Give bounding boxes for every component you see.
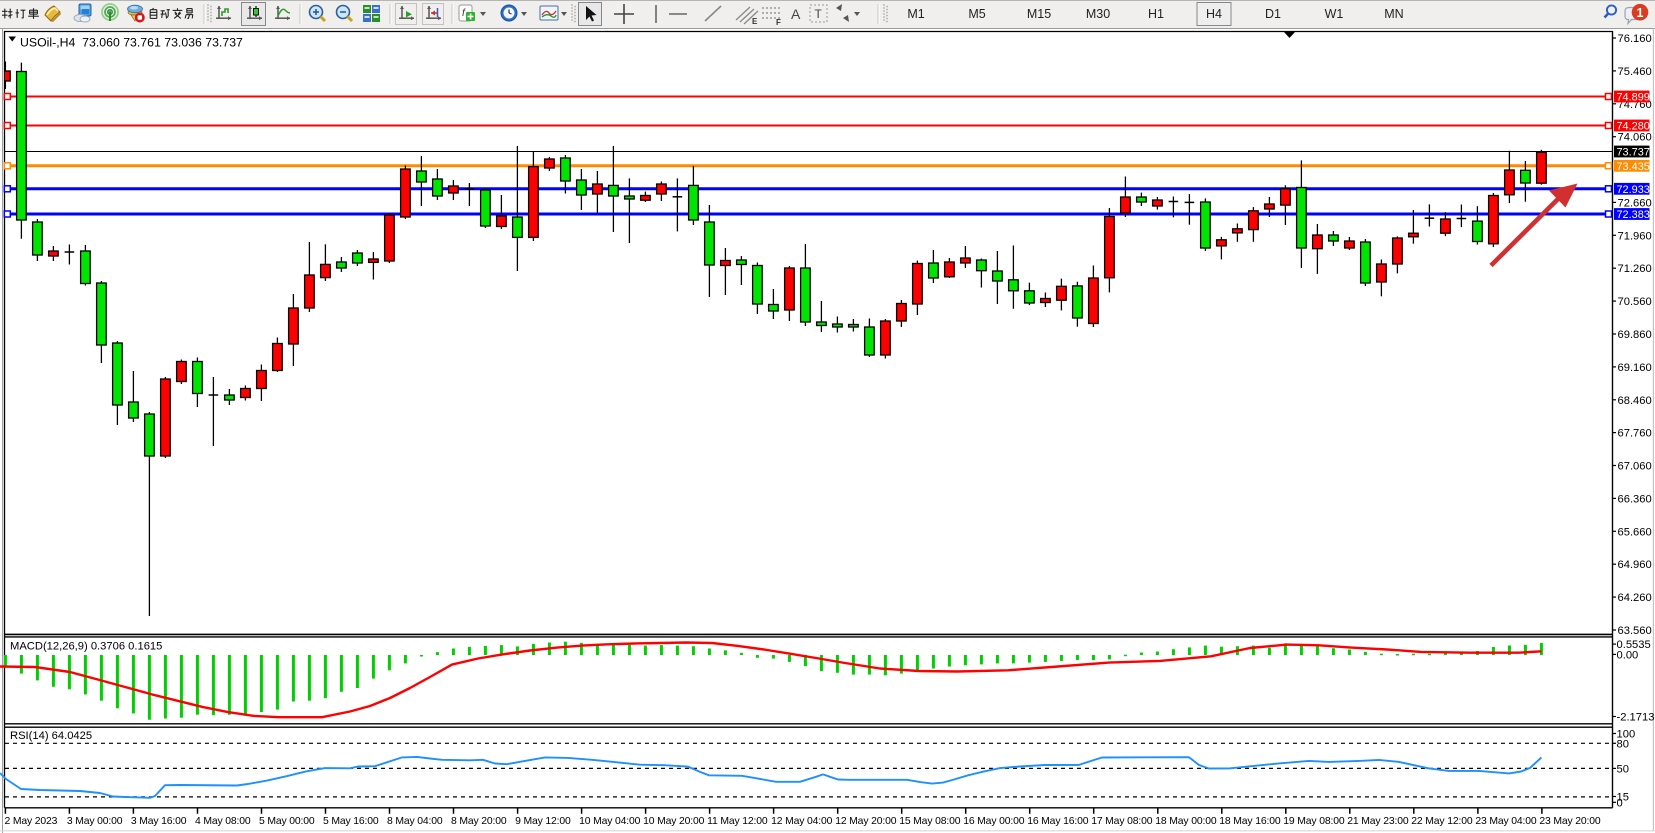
svg-text:f: f	[462, 8, 466, 19]
svg-text:M15: M15	[1027, 7, 1051, 21]
svg-text:M1: M1	[907, 7, 924, 21]
svg-text:64.260: 64.260	[1618, 592, 1652, 604]
svg-text:15: 15	[1617, 792, 1629, 804]
svg-text:5 May 16:00: 5 May 16:00	[323, 816, 379, 827]
svg-text:71.260: 71.260	[1618, 263, 1652, 275]
svg-text:69.160: 69.160	[1618, 362, 1652, 374]
svg-text:8 May 04:00: 8 May 04:00	[387, 816, 443, 827]
svg-text:76.160: 76.160	[1618, 33, 1652, 45]
svg-text:64.960: 64.960	[1618, 559, 1652, 571]
svg-text:73.737: 73.737	[1617, 147, 1650, 159]
svg-text:3 May 00:00: 3 May 00:00	[67, 816, 123, 827]
svg-text:16 May 00:00: 16 May 00:00	[963, 816, 1025, 827]
svg-text:15 May 08:00: 15 May 08:00	[899, 816, 961, 827]
svg-text:100: 100	[1617, 729, 1636, 741]
svg-text:67.760: 67.760	[1618, 428, 1652, 440]
svg-text:68.460: 68.460	[1618, 395, 1652, 407]
svg-text:MACD(12,26,9) 0.3706 0.1615: MACD(12,26,9) 0.3706 0.1615	[10, 641, 162, 653]
svg-text:2 May 2023: 2 May 2023	[5, 816, 58, 827]
svg-text:9 May 12:00: 9 May 12:00	[515, 816, 571, 827]
svg-text:67.060: 67.060	[1618, 461, 1652, 473]
svg-text:70.560: 70.560	[1618, 296, 1652, 308]
svg-text:F: F	[776, 18, 781, 27]
svg-text:USOil-,H4 73.060 73.761 73.03: USOil-,H4 73.060 73.761 73.036 73.737	[20, 36, 243, 50]
svg-text:74.060: 74.060	[1618, 132, 1652, 144]
svg-text:12 May 20:00: 12 May 20:00	[835, 816, 897, 827]
svg-text:5 May 00:00: 5 May 00:00	[259, 816, 315, 827]
svg-text:T: T	[815, 7, 823, 21]
svg-text:72.660: 72.660	[1618, 197, 1652, 209]
svg-text:11 May 12:00: 11 May 12:00	[707, 816, 768, 827]
svg-text:4 May 08:00: 4 May 08:00	[195, 816, 251, 827]
svg-text:73.435: 73.435	[1617, 161, 1650, 173]
svg-text:63.560: 63.560	[1618, 625, 1652, 637]
svg-text:10 May 20:00: 10 May 20:00	[643, 816, 705, 827]
svg-text:MN: MN	[1384, 7, 1403, 21]
svg-text:21 May 23:00: 21 May 23:00	[1347, 816, 1409, 827]
svg-text:12 May 04:00: 12 May 04:00	[771, 816, 833, 827]
svg-text:69.860: 69.860	[1618, 329, 1652, 341]
svg-text:H1: H1	[1148, 7, 1164, 21]
svg-text:17 May 08:00: 17 May 08:00	[1091, 816, 1153, 827]
svg-text:0.00: 0.00	[1617, 649, 1639, 661]
svg-text:72.383: 72.383	[1617, 209, 1650, 221]
svg-text:D1: D1	[1265, 7, 1281, 21]
svg-text:23 May 20:00: 23 May 20:00	[1539, 816, 1601, 827]
svg-text:8 May 20:00: 8 May 20:00	[451, 816, 507, 827]
svg-text:3 May 16:00: 3 May 16:00	[131, 816, 187, 827]
svg-text:74.280: 74.280	[1617, 121, 1650, 133]
svg-text:75.460: 75.460	[1618, 66, 1652, 78]
svg-text:E: E	[752, 17, 758, 26]
svg-text:-2.1713: -2.1713	[1617, 712, 1655, 724]
svg-text:0.5535: 0.5535	[1617, 639, 1651, 651]
svg-text:18 May 00:00: 18 May 00:00	[1155, 816, 1217, 827]
svg-text:80: 80	[1617, 738, 1629, 750]
svg-text:65.660: 65.660	[1618, 526, 1652, 538]
svg-text:74.899: 74.899	[1617, 92, 1650, 104]
svg-text:23 May 04:00: 23 May 04:00	[1475, 816, 1537, 827]
svg-text:RSI(14) 64.0425: RSI(14) 64.0425	[10, 730, 92, 742]
svg-text:0: 0	[1617, 797, 1623, 809]
svg-text:H4: H4	[1206, 7, 1222, 21]
svg-text:66.360: 66.360	[1618, 493, 1652, 505]
svg-text:W1: W1	[1325, 7, 1344, 21]
svg-text:71.960: 71.960	[1618, 230, 1652, 242]
svg-text:16 May 16:00: 16 May 16:00	[1027, 816, 1089, 827]
svg-text:M5: M5	[968, 7, 985, 21]
svg-text:10 May 04:00: 10 May 04:00	[579, 816, 641, 827]
svg-text:19 May 08:00: 19 May 08:00	[1283, 816, 1345, 827]
svg-text:M30: M30	[1086, 7, 1110, 21]
svg-text:18 May 16:00: 18 May 16:00	[1219, 816, 1281, 827]
svg-text:22 May 12:00: 22 May 12:00	[1411, 816, 1473, 827]
svg-text:1: 1	[1637, 6, 1644, 20]
svg-text:72.933: 72.933	[1617, 184, 1650, 196]
svg-text:A: A	[791, 6, 801, 22]
svg-text:50: 50	[1617, 763, 1629, 775]
